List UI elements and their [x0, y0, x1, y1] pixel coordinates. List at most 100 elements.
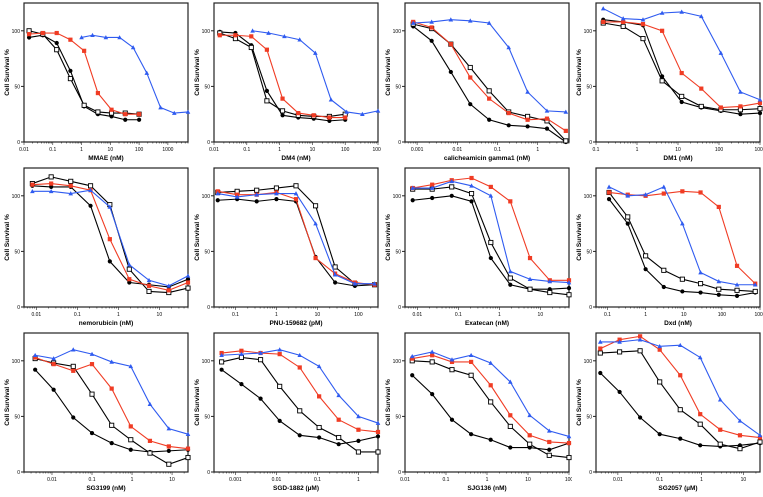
- plot-frame: [213, 2, 379, 143]
- data-point-open-square: [70, 363, 76, 369]
- data-point-open-square: [617, 349, 623, 355]
- x-tick-label: 10: [157, 312, 163, 318]
- data-point-circle: [280, 113, 285, 118]
- data-point-circle: [468, 102, 473, 107]
- data-point-blue-triangle: [313, 221, 318, 226]
- y-axis-label: Cell Survival %: [194, 214, 201, 261]
- data-point-circle: [716, 292, 721, 297]
- data-point-circle: [625, 221, 630, 226]
- data-point-blue-triangle: [239, 351, 244, 356]
- data-point-red-square: [678, 373, 683, 378]
- data-point-open-square: [488, 399, 494, 405]
- data-point-circle: [448, 69, 453, 75]
- plot-frame: [595, 332, 761, 473]
- x-axis-label: Exatecan (nM): [465, 320, 509, 327]
- data-point-red-square: [469, 175, 474, 181]
- data-point-blue-triangle: [486, 20, 492, 25]
- data-point-blue-triangle: [738, 89, 743, 94]
- data-point-blue-triangle: [316, 363, 322, 369]
- series-line-filled-triangle: [217, 193, 375, 285]
- data-point-red-square: [311, 113, 316, 118]
- series-line-filled-circle: [221, 369, 379, 445]
- data-point-blue-triangle: [51, 356, 56, 361]
- data-point-blue-triangle: [752, 282, 758, 287]
- data-point-circle: [617, 389, 622, 395]
- x-tick-label: 0.01: [412, 312, 422, 318]
- data-point-blue-triangle: [527, 412, 532, 418]
- data-point-circle: [26, 35, 32, 40]
- x-tick-label: 1: [486, 477, 489, 483]
- data-point-red-square: [317, 394, 322, 399]
- data-point-open-square: [563, 138, 569, 144]
- data-point-open-square: [279, 108, 286, 114]
- data-point-red-square: [638, 334, 643, 339]
- x-axis-label: SJG136 (nM): [467, 485, 506, 492]
- x-tick-label: 10: [675, 147, 681, 153]
- data-point-red-square: [449, 359, 455, 365]
- data-point-open-square: [679, 276, 685, 282]
- data-point-circle: [277, 418, 282, 423]
- data-point-open-square: [258, 357, 264, 363]
- series-line-filled-square: [32, 183, 189, 291]
- series-line-open-square: [28, 30, 140, 115]
- data-point-circle: [89, 430, 95, 436]
- y-axis-label: Cell Survival %: [4, 214, 11, 261]
- data-point-red-square: [185, 280, 191, 285]
- data-point-circle: [410, 198, 415, 203]
- series-line-filled-triangle: [600, 339, 761, 436]
- data-point-circle: [638, 415, 643, 420]
- data-point-blue-triangle: [356, 414, 361, 419]
- x-tick-label: 100: [341, 147, 350, 153]
- data-point-blue-triangle: [79, 35, 84, 40]
- y-tick-label: 100: [202, 359, 211, 365]
- x-tick-label: 1: [275, 312, 278, 318]
- data-point-blue-triangle: [657, 343, 662, 349]
- x-tick-label: 100: [718, 312, 727, 318]
- data-point-open-square: [185, 454, 191, 461]
- data-point-red-square: [657, 347, 662, 352]
- data-point-open-square: [146, 288, 152, 294]
- y-tick-label: 0: [589, 305, 592, 311]
- data-point-open-square: [661, 267, 667, 273]
- data-point-circle: [327, 118, 332, 123]
- x-tick-label: 0.1: [232, 312, 239, 318]
- data-point-open-square: [468, 372, 474, 378]
- data-point-blue-triangle: [757, 432, 763, 438]
- data-point-blue-triangle: [716, 279, 722, 284]
- data-point-blue-triangle: [620, 16, 626, 21]
- data-point-red-square: [598, 346, 603, 351]
- data-point-red-square: [527, 433, 532, 438]
- plot-frame: [23, 332, 189, 473]
- data-point-blue-triangle: [277, 347, 282, 352]
- x-tick-label: 10: [108, 147, 114, 153]
- data-point-blue-triangle: [130, 45, 136, 50]
- data-point-blue-triangle: [597, 339, 603, 344]
- data-point-blue-triangle: [757, 97, 763, 102]
- x-tick-label: 1: [357, 477, 360, 483]
- y-tick-label: 50: [586, 249, 592, 255]
- y-tick-label: 100: [12, 194, 21, 200]
- data-point-red-square: [107, 237, 112, 242]
- series-line-filled-square: [219, 34, 346, 119]
- data-point-red-square: [508, 413, 513, 418]
- series-line-filled-circle: [34, 369, 189, 453]
- data-point-red-square: [430, 353, 435, 358]
- y-tick-label: 50: [586, 84, 592, 90]
- data-point-open-square: [757, 439, 763, 445]
- x-tick-label: 1: [636, 147, 639, 153]
- data-point-red-square: [51, 362, 56, 367]
- x-tick-label: 1000: [162, 147, 173, 153]
- data-point-open-square: [657, 379, 663, 385]
- data-point-circle: [488, 255, 493, 261]
- data-point-circle: [506, 123, 511, 128]
- series-line-filled-square: [412, 177, 569, 281]
- data-point-blue-triangle: [527, 276, 533, 281]
- data-point-circle: [128, 447, 133, 452]
- x-tick-label: 0.01: [47, 477, 57, 483]
- data-point-blue-triangle: [313, 50, 318, 55]
- data-point-red-square: [239, 348, 244, 353]
- data-point-open-square: [166, 461, 172, 467]
- data-point-blue-triangle: [274, 191, 279, 196]
- data-point-blue-triangle: [698, 270, 703, 275]
